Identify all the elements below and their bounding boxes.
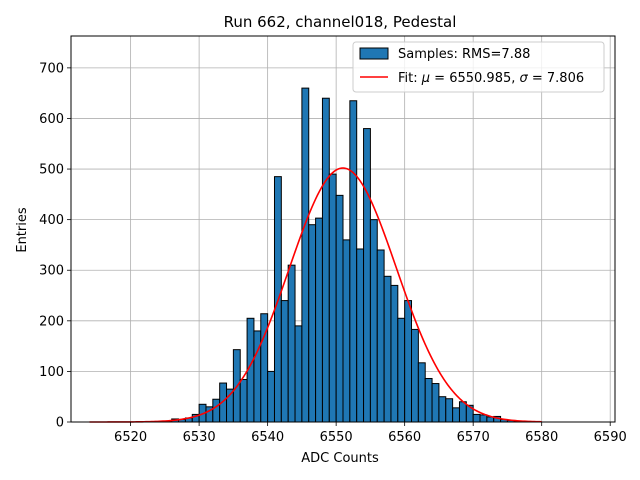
y-axis-title: Entries (15, 207, 30, 253)
x-axis-title: ADC Counts (301, 451, 379, 466)
legend-swatch-samples (359, 47, 389, 60)
histogram-bar (280, 300, 289, 423)
histogram-bar (424, 377, 433, 423)
legend-box (352, 41, 605, 93)
histogram-bar (438, 396, 447, 423)
histogram-bar (445, 398, 454, 423)
histogram-bar (342, 239, 351, 423)
fit-curve (89, 167, 542, 423)
histogram-bar (472, 413, 481, 423)
x-tick-label: 6540 (251, 430, 284, 445)
y-tick-label: 700 (39, 61, 64, 76)
histogram-bar (397, 317, 406, 423)
histogram-bar (369, 219, 378, 423)
histogram-bar (452, 407, 460, 423)
histogram-bar (301, 87, 310, 423)
histogram-bar (458, 401, 467, 423)
histogram-bar (417, 362, 426, 423)
chart-title: Run 662, channel018, Pedestal (224, 13, 457, 31)
y-tick-label: 500 (39, 163, 64, 178)
histogram-bar (383, 275, 392, 423)
x-tick-label: 6590 (594, 430, 627, 445)
y-tick-label: 300 (39, 264, 64, 279)
histogram-bar (267, 370, 275, 423)
histogram-bar (294, 325, 303, 423)
x-tick-label: 6530 (183, 430, 216, 445)
histogram-bar (390, 284, 399, 423)
histogram-bar (356, 248, 365, 423)
x-axis-ticks: 6520 6530 6540 6550 6560 6570 6580 6590 (114, 422, 627, 445)
legend-label-fit: Fit: μ = 6550.985, σ = 7.806 (398, 71, 584, 86)
y-tick-label: 0 (56, 416, 64, 431)
histogram-bar (431, 383, 440, 423)
histogram-bar (328, 173, 337, 423)
histogram-bars (143, 87, 529, 423)
y-tick-label: 100 (39, 365, 64, 380)
histogram-bar (315, 217, 323, 423)
x-tick-label: 6550 (320, 430, 353, 445)
histogram-bar (335, 194, 344, 423)
x-tick-label: 6560 (388, 430, 421, 445)
x-tick-label: 6520 (114, 430, 147, 445)
legend-label-samples: Samples: RMS=7.88 (398, 47, 530, 62)
histogram-bar (239, 379, 248, 423)
y-axis-ticks: 0 100 200 300 400 500 600 700 (39, 61, 71, 431)
histogram-bar (411, 328, 419, 423)
histogram-bar (479, 414, 488, 423)
histogram-bar (287, 264, 296, 423)
histogram-bar (308, 224, 317, 423)
x-tick-label: 6580 (525, 430, 558, 445)
histogram-bar (363, 128, 371, 423)
x-tick-label: 6570 (457, 430, 490, 445)
histogram-bar (212, 398, 221, 423)
histogram-bar (376, 249, 385, 423)
y-tick-label: 600 (39, 112, 64, 127)
y-tick-label: 400 (39, 213, 64, 228)
histogram-bar (349, 100, 358, 423)
histogram-bar (321, 97, 330, 423)
legend: Samples: RMS=7.88 Fit: μ = 6550.985, σ =… (352, 41, 605, 93)
plot-frame (70, 35, 616, 423)
y-tick-label: 200 (39, 314, 64, 329)
histogram-bar (404, 300, 413, 423)
